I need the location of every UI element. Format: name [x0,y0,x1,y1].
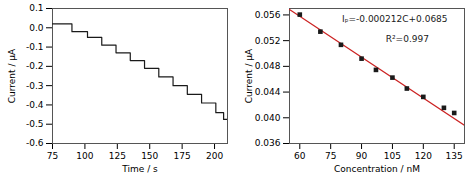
svg-text:175: 175 [174,151,191,161]
svg-text:0.036: 0.036 [255,138,281,148]
svg-text:75: 75 [325,151,336,161]
svg-text:-0.5: -0.5 [26,119,44,129]
svg-text:Time / s: Time / s [121,164,158,174]
svg-text:-0.2: -0.2 [26,61,44,71]
svg-text:0.052: 0.052 [255,36,281,46]
svg-text:Current / μA: Current / μA [7,48,17,103]
svg-text:60: 60 [294,151,306,161]
svg-text:75: 75 [47,151,58,161]
svg-text:120: 120 [415,151,432,161]
svg-text:Iₚ=-0.000212C+0.0685: Iₚ=-0.000212C+0.0685 [342,14,448,24]
svg-text:-0.4: -0.4 [26,100,44,110]
svg-text:0.048: 0.048 [255,61,281,71]
svg-text:-0.6: -0.6 [26,138,44,148]
svg-text:-0.1: -0.1 [26,42,44,52]
svg-text:0.1: 0.1 [29,3,43,13]
svg-text:150: 150 [141,151,158,161]
svg-text:R²=0.997: R²=0.997 [386,34,429,44]
svg-text:Concentration / nM: Concentration / nM [334,164,420,174]
svg-text:0.056: 0.056 [255,10,281,20]
svg-text:105: 105 [384,151,401,161]
svg-text:-0.3: -0.3 [26,81,44,91]
svg-text:90: 90 [356,151,368,161]
svg-text:0.040: 0.040 [255,113,281,123]
svg-text:135: 135 [446,151,463,161]
svg-text:100: 100 [76,151,93,161]
svg-text:0.044: 0.044 [255,87,281,97]
svg-text:0.0: 0.0 [29,23,44,33]
svg-text:125: 125 [109,151,126,161]
svg-text:Current / μA: Current / μA [244,48,254,103]
svg-text:200: 200 [206,151,223,161]
